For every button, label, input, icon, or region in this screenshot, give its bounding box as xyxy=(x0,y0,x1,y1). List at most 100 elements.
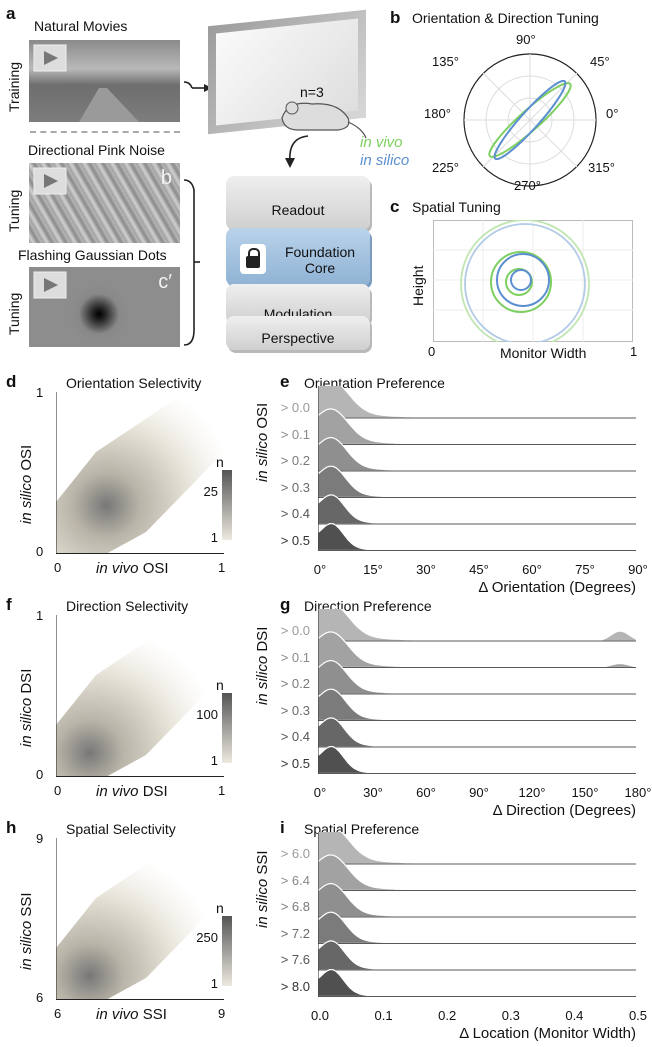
mouse-count: n=3 xyxy=(300,84,324,100)
legend-invivo: in vivo xyxy=(360,134,403,151)
foundation-core-label: Foundation Core xyxy=(284,244,356,276)
legend-insilico: in silico xyxy=(360,152,410,169)
stim-side-tuning-1: Tuning xyxy=(6,189,22,232)
lock-icon xyxy=(240,244,266,274)
readout-label: Readout xyxy=(271,202,325,218)
polar-plot xyxy=(463,53,597,187)
panel-c-x0: 0 xyxy=(428,344,436,359)
panel-c-xlabel: Monitor Width xyxy=(500,345,587,361)
ridge-xtick: 60° xyxy=(416,785,436,800)
readout-layer: Readout xyxy=(226,176,370,230)
scatter-xmin: 0 xyxy=(54,560,62,575)
panel-c-label: c xyxy=(390,197,400,216)
corner-label-c: c′ xyxy=(158,271,172,293)
ridge-xtick: 0.0 xyxy=(310,1008,330,1023)
colorbar-min: 1 xyxy=(210,753,218,768)
scatter-density-plot xyxy=(56,615,224,777)
ridge-xtick: 0.5 xyxy=(628,1008,648,1023)
angle-270: 270° xyxy=(514,178,541,193)
stim-title-gaussian-dots: Flashing Gaussian Dots xyxy=(18,247,167,263)
ridge-row-label: > 6.4 xyxy=(280,872,310,888)
ridge-xtick: 90° xyxy=(628,562,648,577)
ridge-row-label: > 0.2 xyxy=(280,676,310,691)
ridge-row-4 xyxy=(318,494,636,525)
ridge-row-0 xyxy=(318,609,636,642)
stim-title-natural-movies: Natural Movies xyxy=(34,18,128,34)
ridge-row-label: > 0.2 xyxy=(280,453,310,468)
scatter-xlabel: in vivo DSI xyxy=(96,783,168,800)
ridgeline-plot xyxy=(318,832,636,998)
scatter-xmax: 1 xyxy=(218,783,226,798)
panel-c-title: Spatial Tuning xyxy=(412,199,501,215)
panel-b-title: Orientation & Direction Tuning xyxy=(412,10,599,26)
ridge-ylabel: in silico SSI xyxy=(254,850,271,928)
ridge-row-label: > 6.8 xyxy=(280,899,310,914)
ridge-row-label: > 0.3 xyxy=(280,479,310,495)
angle-135: 135° xyxy=(432,54,459,69)
ridge-xtick: 0.3 xyxy=(501,1008,520,1023)
scatter-density-plot xyxy=(56,838,224,1000)
stim-title-pink-noise: Directional Pink Noise xyxy=(28,142,165,158)
ridge-xlabel: Δ Orientation (Degrees) xyxy=(478,579,636,596)
colorbar-min: 1 xyxy=(210,976,218,991)
foundation-core-layer: Foundation Core xyxy=(226,228,370,286)
scatter-ymax: 1 xyxy=(36,608,44,623)
perspective-layer: Perspective xyxy=(226,316,370,350)
angle-225: 225° xyxy=(432,160,459,175)
scatter-ylabel: in silico OSI xyxy=(18,444,35,524)
ridge-xtick: 45° xyxy=(469,562,489,577)
ridge-row-5 xyxy=(318,522,636,552)
angle-45: 45° xyxy=(590,54,610,69)
scatter-xmax: 1 xyxy=(218,560,226,575)
colorbar-min: 1 xyxy=(210,530,218,545)
panel-f-title: Direction Selectivity xyxy=(66,598,189,614)
ridgeline-plot xyxy=(318,386,636,552)
ridge-row-label: > 7.2 xyxy=(280,925,310,941)
ridge-xlabel: Δ Location (Monitor Width) xyxy=(459,1025,636,1042)
stimulus-bracket xyxy=(183,81,212,346)
ridge-xtick: 30° xyxy=(416,562,436,577)
colorbar-max: 100 xyxy=(196,707,218,722)
colorbar xyxy=(222,916,232,986)
ridge-xtick: 120° xyxy=(518,785,546,800)
panel-i-label: i xyxy=(280,818,285,837)
mouse-icon xyxy=(281,101,367,139)
scatter-density-plot xyxy=(56,392,224,554)
ridge-xtick: 0° xyxy=(313,785,327,800)
scatter-ymax: 1 xyxy=(36,385,44,400)
ridge-xtick: 30° xyxy=(363,785,383,800)
colorbar-max: 250 xyxy=(196,930,218,945)
ridgeline-plot xyxy=(318,609,636,775)
film-icon xyxy=(33,271,67,299)
ridge-xtick: 60° xyxy=(522,562,542,577)
film-icon xyxy=(33,44,67,72)
panel-a-label: a xyxy=(6,4,16,23)
panel-g-label: g xyxy=(280,595,291,614)
ridge-xtick: 15° xyxy=(363,562,383,577)
corner-label-b: b xyxy=(160,167,172,189)
scatter-xmin: 6 xyxy=(54,1006,62,1021)
angle-315: 315° xyxy=(588,160,615,175)
panel-c-x1: 1 xyxy=(630,344,638,359)
ridge-row-label: > 0.0 xyxy=(280,623,310,638)
ridge-row-5 xyxy=(318,745,636,775)
scatter-ymin: 0 xyxy=(36,544,44,559)
ridge-xtick: 150° xyxy=(571,785,599,800)
panel-e-label: e xyxy=(280,372,290,391)
angle-90: 90° xyxy=(516,32,536,47)
ridge-xtick: 0.4 xyxy=(565,1008,584,1023)
ridge-xtick: 0.2 xyxy=(438,1008,457,1023)
ridge-row-label: > 0.1 xyxy=(280,649,310,665)
scatter-xmin: 0 xyxy=(54,783,62,798)
film-icon xyxy=(33,167,67,195)
ridge-row-4 xyxy=(318,940,636,971)
panel-h-title: Spatial Selectivity xyxy=(66,821,176,837)
ridge-row-0 xyxy=(318,832,636,865)
panel-f-label: f xyxy=(6,595,12,614)
arrow-to-model-icon xyxy=(285,135,309,168)
ridge-row-label: > 0.4 xyxy=(280,729,310,744)
colorbar-max: 25 xyxy=(203,484,218,499)
ridge-ylabel: in silico DSI xyxy=(254,626,271,705)
ridge-xlabel: Δ Direction (Degrees) xyxy=(492,802,636,819)
scatter-ylabel: in silico DSI xyxy=(18,668,35,747)
